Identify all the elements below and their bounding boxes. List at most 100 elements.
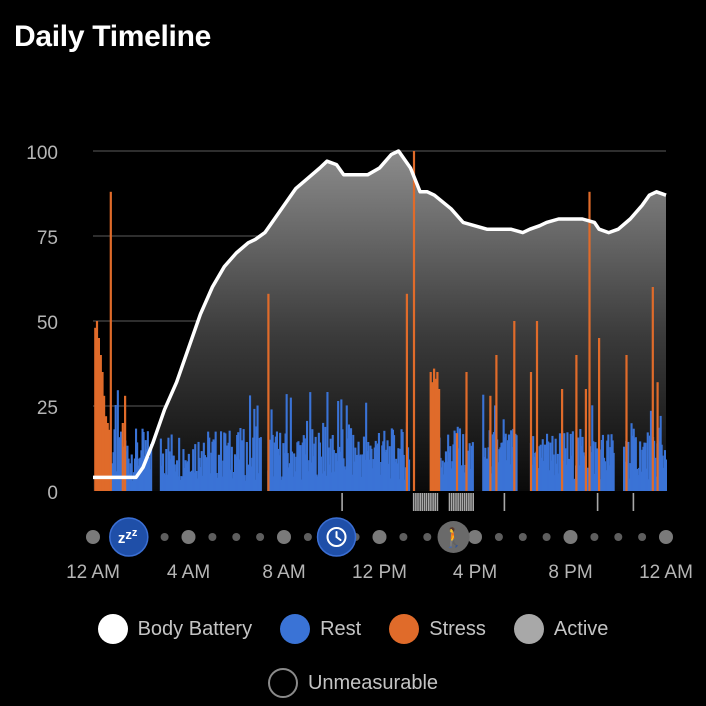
rest-bar <box>181 476 184 491</box>
stress-bar <box>625 355 628 491</box>
rest-bar <box>380 462 383 491</box>
walking-icon[interactable]: 🚶 <box>437 521 470 553</box>
rest-bar <box>648 435 651 491</box>
rest-bar <box>212 439 215 491</box>
stress-bar <box>95 321 99 491</box>
timeline-dot <box>518 533 527 541</box>
rest-bar <box>254 479 257 491</box>
rest-bar <box>484 447 487 491</box>
rest-bar <box>634 437 637 491</box>
rest-bar <box>282 443 285 491</box>
rest-bar <box>558 433 561 491</box>
timeline-dot <box>542 533 551 541</box>
rest-bar <box>271 434 274 491</box>
stress-bar <box>434 378 437 491</box>
rest-bar <box>133 458 136 491</box>
timeline-dot <box>614 533 623 541</box>
rest-bar <box>169 459 172 491</box>
rest-bar <box>543 444 546 491</box>
stress-bar <box>429 372 432 491</box>
legend-swatch <box>97 614 128 644</box>
legend-label: Stress <box>429 617 486 640</box>
timeline-dots <box>86 530 673 544</box>
rest-bar <box>492 432 495 491</box>
rest-bar <box>218 466 221 491</box>
rest-bar <box>399 448 402 491</box>
rest-bar <box>324 426 327 491</box>
rest-bar <box>538 446 541 491</box>
rest-bar <box>452 444 455 491</box>
rest-bar <box>461 465 464 491</box>
legend: Body Battery Rest Stress Active Unmeasurable <box>0 612 706 700</box>
stress-bar <box>94 327 97 491</box>
active-tick <box>503 493 506 511</box>
rest-bar <box>541 439 544 491</box>
rest-bar <box>227 442 230 491</box>
active-tick <box>461 493 464 511</box>
rest-bar <box>604 461 607 491</box>
rest-bar <box>118 437 121 491</box>
rest-bar <box>189 479 192 491</box>
rest-bar <box>534 452 537 491</box>
rest-bar <box>258 438 261 491</box>
rest-bar <box>139 457 142 491</box>
rest-bar <box>608 465 611 491</box>
timeline-dot <box>563 530 578 544</box>
rest-bar <box>635 468 638 491</box>
rest-bar <box>542 460 545 491</box>
stress-bar <box>495 355 498 491</box>
stress-bar <box>598 338 601 491</box>
rest-bar <box>564 448 567 491</box>
rest-bar <box>113 429 116 491</box>
stress-bar <box>584 389 587 491</box>
daily-timeline-chart[interactable]: 0 25 50 75 100 zzz 🚶 12 AM 4 AM 8 AM 12 PM 4 PM 8 … <box>0 0 706 600</box>
rest-bar <box>362 436 365 491</box>
rest-bar <box>609 447 612 491</box>
active-ticks <box>341 493 635 511</box>
active-tick <box>421 493 424 511</box>
rest-bar <box>355 454 358 491</box>
y-tick-label: 0 <box>47 483 58 504</box>
rest-bar <box>624 461 627 491</box>
stress-bar <box>465 372 468 491</box>
rest-bar <box>130 454 133 491</box>
rest-bar <box>639 441 642 491</box>
zzz-icon[interactable]: zzz <box>109 517 149 557</box>
rest-bar <box>290 451 293 491</box>
rest-bar <box>383 430 386 491</box>
rest-bar <box>583 456 586 491</box>
stress-bar <box>109 191 112 492</box>
rest-bar <box>645 468 648 491</box>
rest-bar <box>605 470 608 491</box>
rest-bar <box>234 454 237 491</box>
timeline-dot <box>160 533 169 541</box>
rest-bar <box>166 474 169 491</box>
rest-bar <box>245 442 248 491</box>
rest-bar <box>351 474 354 491</box>
rest-bar <box>571 431 574 491</box>
rest-bar <box>199 467 202 491</box>
rest-bar <box>284 433 287 491</box>
stress-bar <box>106 423 109 491</box>
rest-bar <box>303 438 306 491</box>
rest-bar <box>304 454 307 491</box>
stress-bar <box>489 395 492 491</box>
body-battery-line <box>93 149 667 480</box>
rest-bar <box>501 442 504 491</box>
rest-bar <box>439 457 442 491</box>
rest-bar <box>504 433 507 491</box>
rest-bar <box>225 445 228 491</box>
y-tick-label: 75 <box>37 228 58 249</box>
rest-bar <box>337 401 340 491</box>
rest-bar <box>515 435 518 491</box>
rest-bar <box>244 480 247 491</box>
rest-bar <box>468 443 471 491</box>
stress-bar <box>412 151 416 491</box>
rest-bar <box>224 433 227 491</box>
rest-bar <box>371 468 374 491</box>
x-tick-label: 12 AM <box>66 562 120 583</box>
clock-icon[interactable] <box>316 517 357 557</box>
timeline-markers[interactable]: zzz 🚶 <box>109 517 470 557</box>
rest-bar <box>220 431 223 491</box>
rest-bar <box>372 459 375 491</box>
